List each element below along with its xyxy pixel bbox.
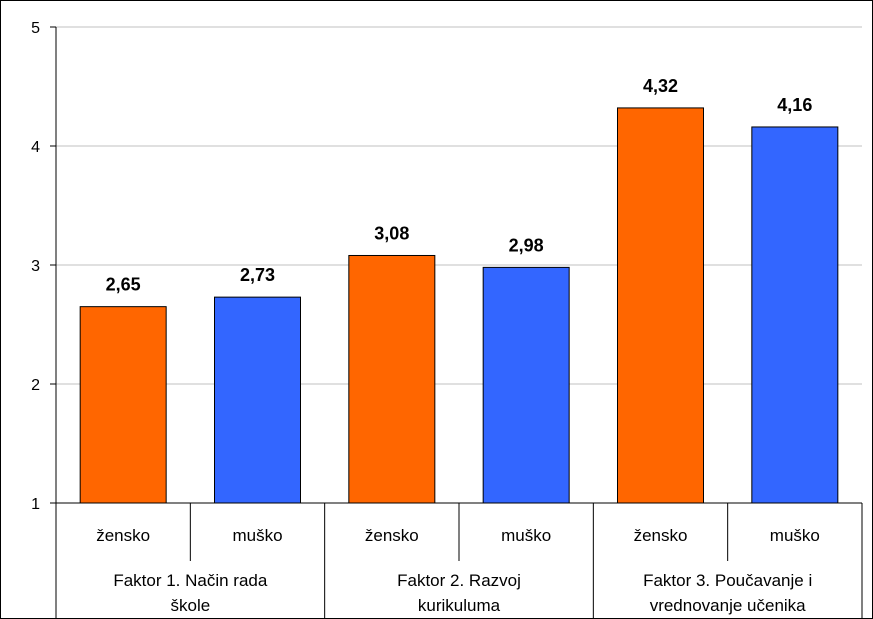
data-label: 4,16 [777, 95, 812, 115]
y-tick-label: 5 [31, 20, 40, 37]
data-label: 3,08 [374, 223, 409, 243]
bar-zensko-f3 [617, 107, 704, 504]
gridlines [56, 26, 862, 385]
bar-zensko-f1 [79, 306, 167, 504]
bar-zensko-f2 [348, 254, 436, 504]
x-group-label: škole [170, 596, 210, 615]
bar-musko-f3 [751, 126, 839, 504]
x-group-label: Faktor 3. Poučavanje i [643, 571, 812, 590]
y-tick-label: 3 [31, 258, 40, 275]
labels: 1 2 3 4 5 2,65 žensko 2,73 muško Faktor 1. Način … [31, 20, 820, 615]
x-group-label: Faktor 2. Razvoj [397, 571, 521, 590]
axes [50, 26, 863, 619]
y-tick-label: 2 [31, 377, 40, 394]
bars [79, 107, 839, 504]
x-group-label: vrednovanje učenika [650, 596, 806, 615]
data-label: 2,65 [106, 275, 141, 295]
x-group-label: kurikuluma [418, 596, 501, 615]
bar-musko-f2 [482, 266, 570, 504]
x-category-label: žensko [365, 526, 419, 545]
x-category-label: muško [770, 526, 820, 545]
data-label: 4,32 [643, 76, 678, 96]
x-category-label: muško [232, 526, 282, 545]
data-label: 2,98 [509, 235, 544, 255]
bar-musko-f1 [214, 296, 301, 504]
y-tick-label: 4 [31, 139, 40, 156]
x-category-label: muško [501, 526, 551, 545]
x-group-label: Faktor 1. Način rada [113, 571, 268, 590]
data-label: 2,73 [240, 265, 275, 285]
x-category-label: žensko [96, 526, 150, 545]
x-category-label: žensko [634, 526, 688, 545]
y-tick-label: 1 [31, 496, 40, 513]
